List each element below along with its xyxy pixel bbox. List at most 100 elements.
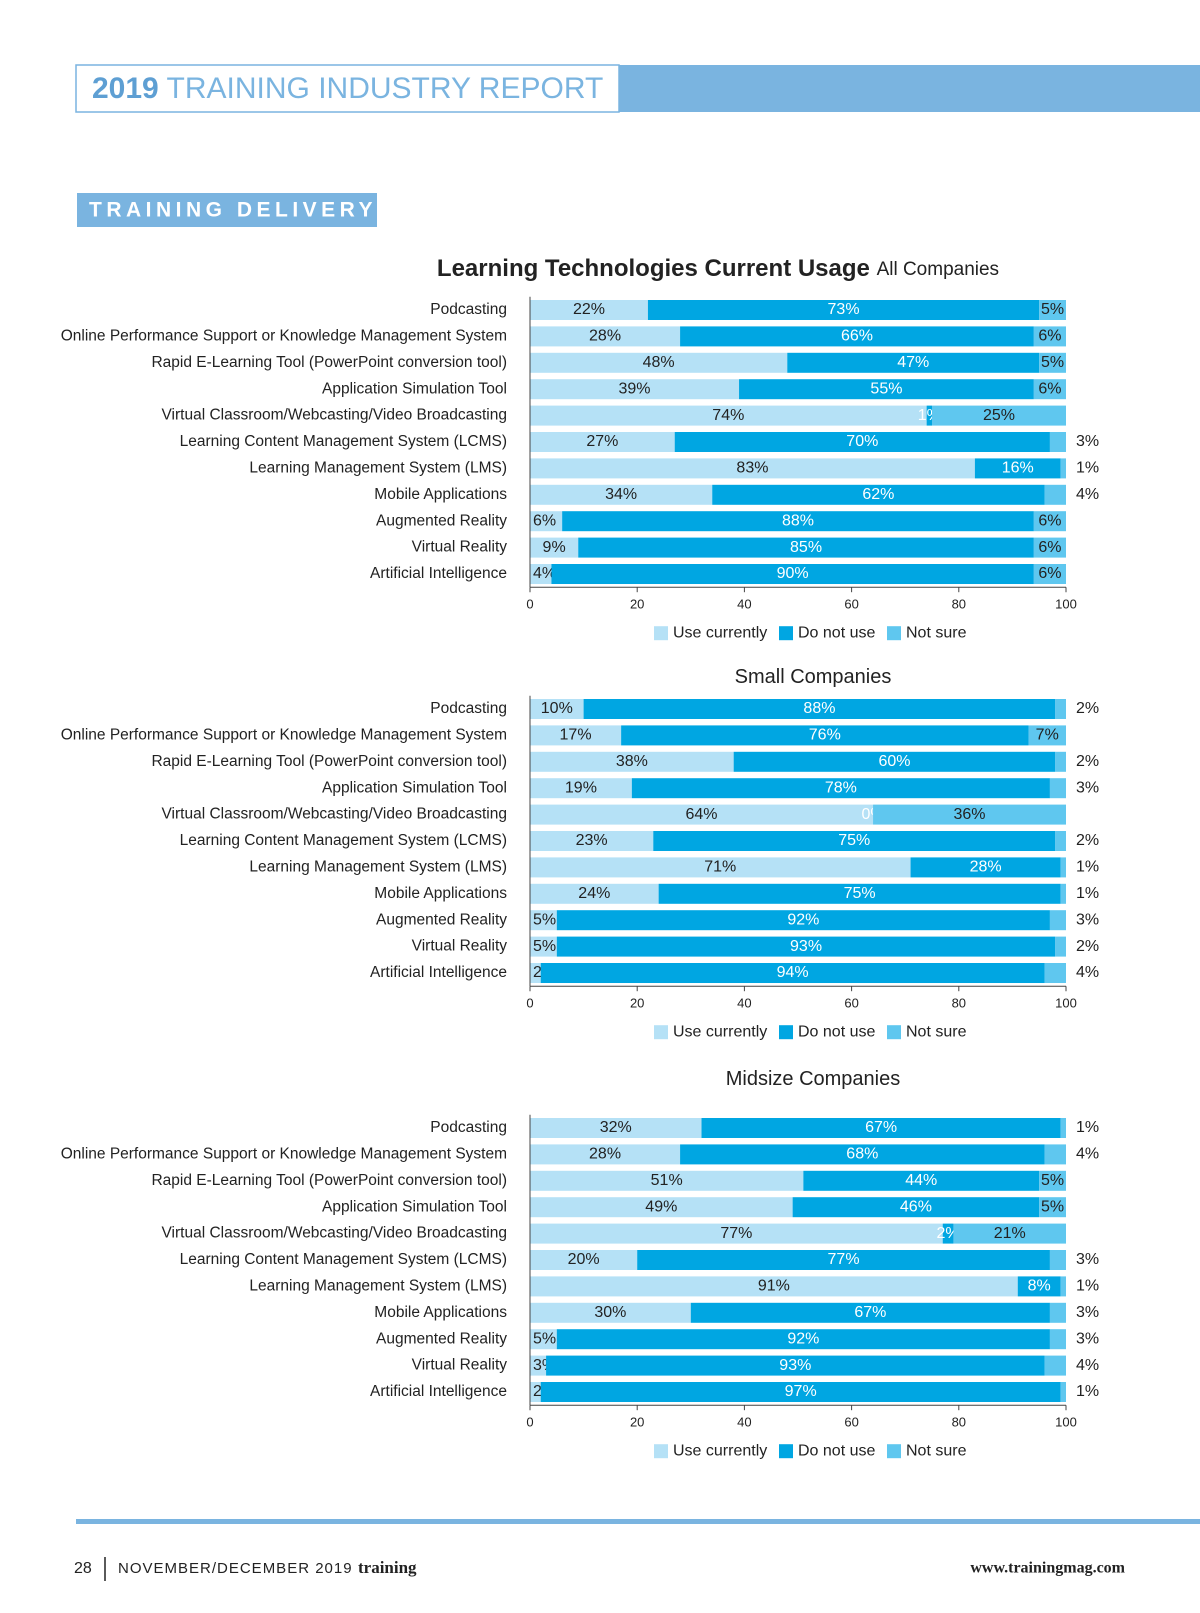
bar-segment — [530, 1223, 943, 1244]
bar-segment — [1044, 484, 1066, 505]
bar-segment — [1060, 1382, 1066, 1402]
data-label: 1% — [1076, 1383, 1099, 1400]
page-number: 28 — [74, 1560, 92, 1577]
data-label: 6% — [1038, 328, 1061, 345]
bar-segment — [530, 963, 541, 983]
bar-segment — [926, 405, 932, 426]
data-label: 83% — [736, 460, 768, 477]
bar-segment — [530, 458, 975, 479]
data-label: 6% — [1038, 380, 1061, 397]
bar-segment — [653, 831, 1056, 851]
bar-segment — [1049, 1302, 1066, 1323]
category-label: Learning Content Management System (LCMS… — [180, 1251, 507, 1268]
x-tick-label: 40 — [737, 597, 751, 612]
header-text: TRAINING INDUSTRY REPORT — [167, 72, 604, 105]
bar-segment — [530, 405, 927, 426]
bar-segment — [1060, 1118, 1066, 1138]
bar-segment — [530, 564, 552, 584]
footer-issue: NOVEMBER/DECEMBER 2019 — [118, 1560, 353, 1577]
data-label: 73% — [828, 301, 860, 318]
category-label: Virtual Reality — [412, 539, 508, 556]
data-label: 60% — [878, 753, 910, 770]
bar-segment — [530, 432, 675, 452]
data-label: 66% — [841, 328, 873, 345]
data-label: 6% — [1038, 565, 1061, 582]
data-label: 16% — [1002, 460, 1034, 477]
data-label: 27% — [586, 433, 618, 450]
data-label: 67% — [854, 1304, 886, 1321]
legend-swatch — [654, 1025, 668, 1040]
legend-swatch — [887, 1025, 901, 1040]
legend-swatch — [779, 626, 793, 641]
chart-title: Midsize Companies — [726, 1068, 901, 1090]
chart-title-main: Learning Technologies Current Usage — [437, 255, 870, 282]
data-label: 3% — [1076, 433, 1099, 450]
bar-segment — [637, 1250, 1050, 1270]
bar-segment — [556, 1329, 1050, 1350]
category-label: Rapid E-Learning Tool (PowerPoint conver… — [151, 1172, 507, 1189]
legend-swatch — [779, 1444, 793, 1459]
bar-segment — [540, 1382, 1061, 1402]
data-label: 47% — [897, 354, 929, 371]
data-label: 24% — [578, 885, 610, 902]
data-label: 5% — [1041, 354, 1064, 371]
data-label: 2% — [1076, 938, 1099, 955]
data-label: 88% — [803, 700, 835, 717]
bar-segment — [803, 1170, 1040, 1191]
bar-segment — [1044, 963, 1066, 983]
category-label: Mobile Applications — [374, 486, 507, 503]
category-label: Online Performance Support or Knowledge … — [61, 726, 507, 743]
data-label: 28% — [589, 328, 621, 345]
data-label: 6% — [1038, 539, 1061, 556]
bar-segment — [1039, 352, 1066, 373]
bar-segment — [530, 751, 734, 772]
data-label: 75% — [844, 885, 876, 902]
category-label: Podcasting — [430, 301, 507, 318]
data-label: 19% — [565, 779, 597, 796]
category-label: Rapid E-Learning Tool (PowerPoint conver… — [151, 753, 507, 770]
data-label: 67% — [865, 1119, 897, 1136]
bar-segment — [530, 699, 584, 719]
data-label: 49% — [645, 1198, 677, 1215]
legend-label: Use currently — [673, 624, 767, 641]
data-label: 3% — [1076, 1304, 1099, 1321]
bar-segment — [701, 1118, 1061, 1138]
data-label: 9% — [543, 539, 566, 556]
data-label: 55% — [870, 380, 902, 397]
x-tick-label: 60 — [844, 597, 858, 612]
bar-segment — [530, 1144, 681, 1165]
bar-segment — [1060, 857, 1066, 878]
category-label: Learning Management System (LMS) — [249, 459, 507, 476]
x-tick-label: 100 — [1055, 1415, 1077, 1430]
data-label: 25% — [983, 407, 1015, 424]
category-label: Learning Content Management System (LCMS… — [180, 433, 507, 450]
data-label: 4% — [1076, 486, 1099, 503]
data-label: 2% — [1076, 700, 1099, 717]
data-label: 70% — [846, 433, 878, 450]
bar-segment — [739, 379, 1034, 400]
legend-label: Use currently — [673, 1442, 767, 1459]
data-label: 1% — [1076, 1278, 1099, 1295]
bar-segment — [647, 300, 1040, 320]
bar-segment — [1060, 883, 1066, 904]
data-label: 22% — [573, 301, 605, 318]
category-label: Virtual Classroom/Webcasting/Video Broad… — [162, 407, 508, 424]
bar-segment — [530, 883, 659, 904]
bar-segment — [787, 352, 1040, 373]
bar-segment — [873, 804, 1066, 825]
data-label: 39% — [619, 380, 651, 397]
category-label: Application Simulation Tool — [322, 779, 507, 796]
bar-segment — [932, 405, 1066, 426]
header-title: 2019 TRAINING INDUSTRY REPORT — [92, 72, 603, 105]
bar-segment — [530, 725, 622, 746]
legend-swatch — [887, 626, 901, 641]
data-label: 51% — [651, 1172, 683, 1189]
data-label: 7% — [1036, 727, 1059, 744]
bar-segment — [530, 857, 911, 878]
bar-segment — [658, 883, 1061, 904]
bar-segment — [530, 778, 632, 799]
bar-segment — [910, 857, 1061, 878]
x-tick-label: 40 — [737, 996, 751, 1011]
charts: Learning Technologies Current Usage All … — [61, 255, 1099, 1459]
